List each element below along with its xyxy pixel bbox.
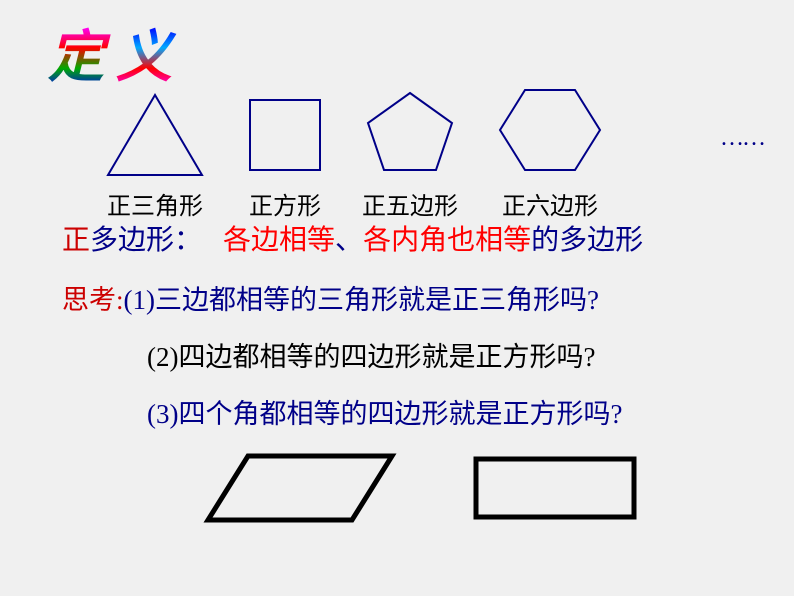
ellipsis: …… [720, 125, 764, 152]
q1-label: 思考: [62, 285, 124, 315]
def-label-red: 正 [62, 225, 90, 256]
q3-text: 四个角都相等的四边形就是正方形吗? [178, 399, 622, 429]
shape-label: 正六边形 [490, 186, 610, 221]
polygon-shape [100, 90, 210, 180]
shape-label: 正方形 [240, 186, 330, 221]
shape-item-3: 正六边形 [490, 80, 610, 221]
q2-text: 四边都相等的四边形就是正方形吗? [178, 342, 595, 372]
question-2: (2)四边都相等的四边形就是正方形吗? [147, 335, 595, 374]
shape-label: 正三角形 [100, 186, 210, 221]
rectangle-shape [470, 453, 640, 523]
q1-text: 三边都相等的三角形就是正三角形吗? [155, 285, 599, 315]
shapes-row: 正三角形正方形正五边形正六边形 [100, 80, 610, 221]
def-label-navy: 多边形： [90, 225, 202, 256]
def-sep: 、 [335, 225, 363, 256]
def-tail: 的多边形 [531, 225, 643, 256]
rhombus-shape [200, 448, 400, 528]
polygon-shape [360, 85, 460, 180]
q1-num: (1) [124, 285, 155, 315]
polygon-shape [490, 80, 610, 180]
shape-item-1: 正方形 [240, 90, 330, 221]
shape-item-0: 正三角形 [100, 90, 210, 221]
shape-item-2: 正五边形 [360, 85, 460, 221]
definition-line: 正多边形： 各边相等、各内角也相等的多边形 [62, 218, 643, 258]
question-1: 思考:(1)三边都相等的三角形就是正三角形吗? [62, 278, 599, 317]
q3-num: (3) [147, 399, 178, 429]
polygon-shape [240, 90, 330, 180]
def-part1: 各边相等 [223, 225, 335, 256]
q2-num: (2) [147, 342, 178, 372]
bottom-shapes [200, 448, 640, 528]
shape-label: 正五边形 [360, 186, 460, 221]
question-3: (3)四个角都相等的四边形就是正方形吗? [147, 392, 622, 431]
def-part2: 各内角也相等 [363, 225, 531, 256]
